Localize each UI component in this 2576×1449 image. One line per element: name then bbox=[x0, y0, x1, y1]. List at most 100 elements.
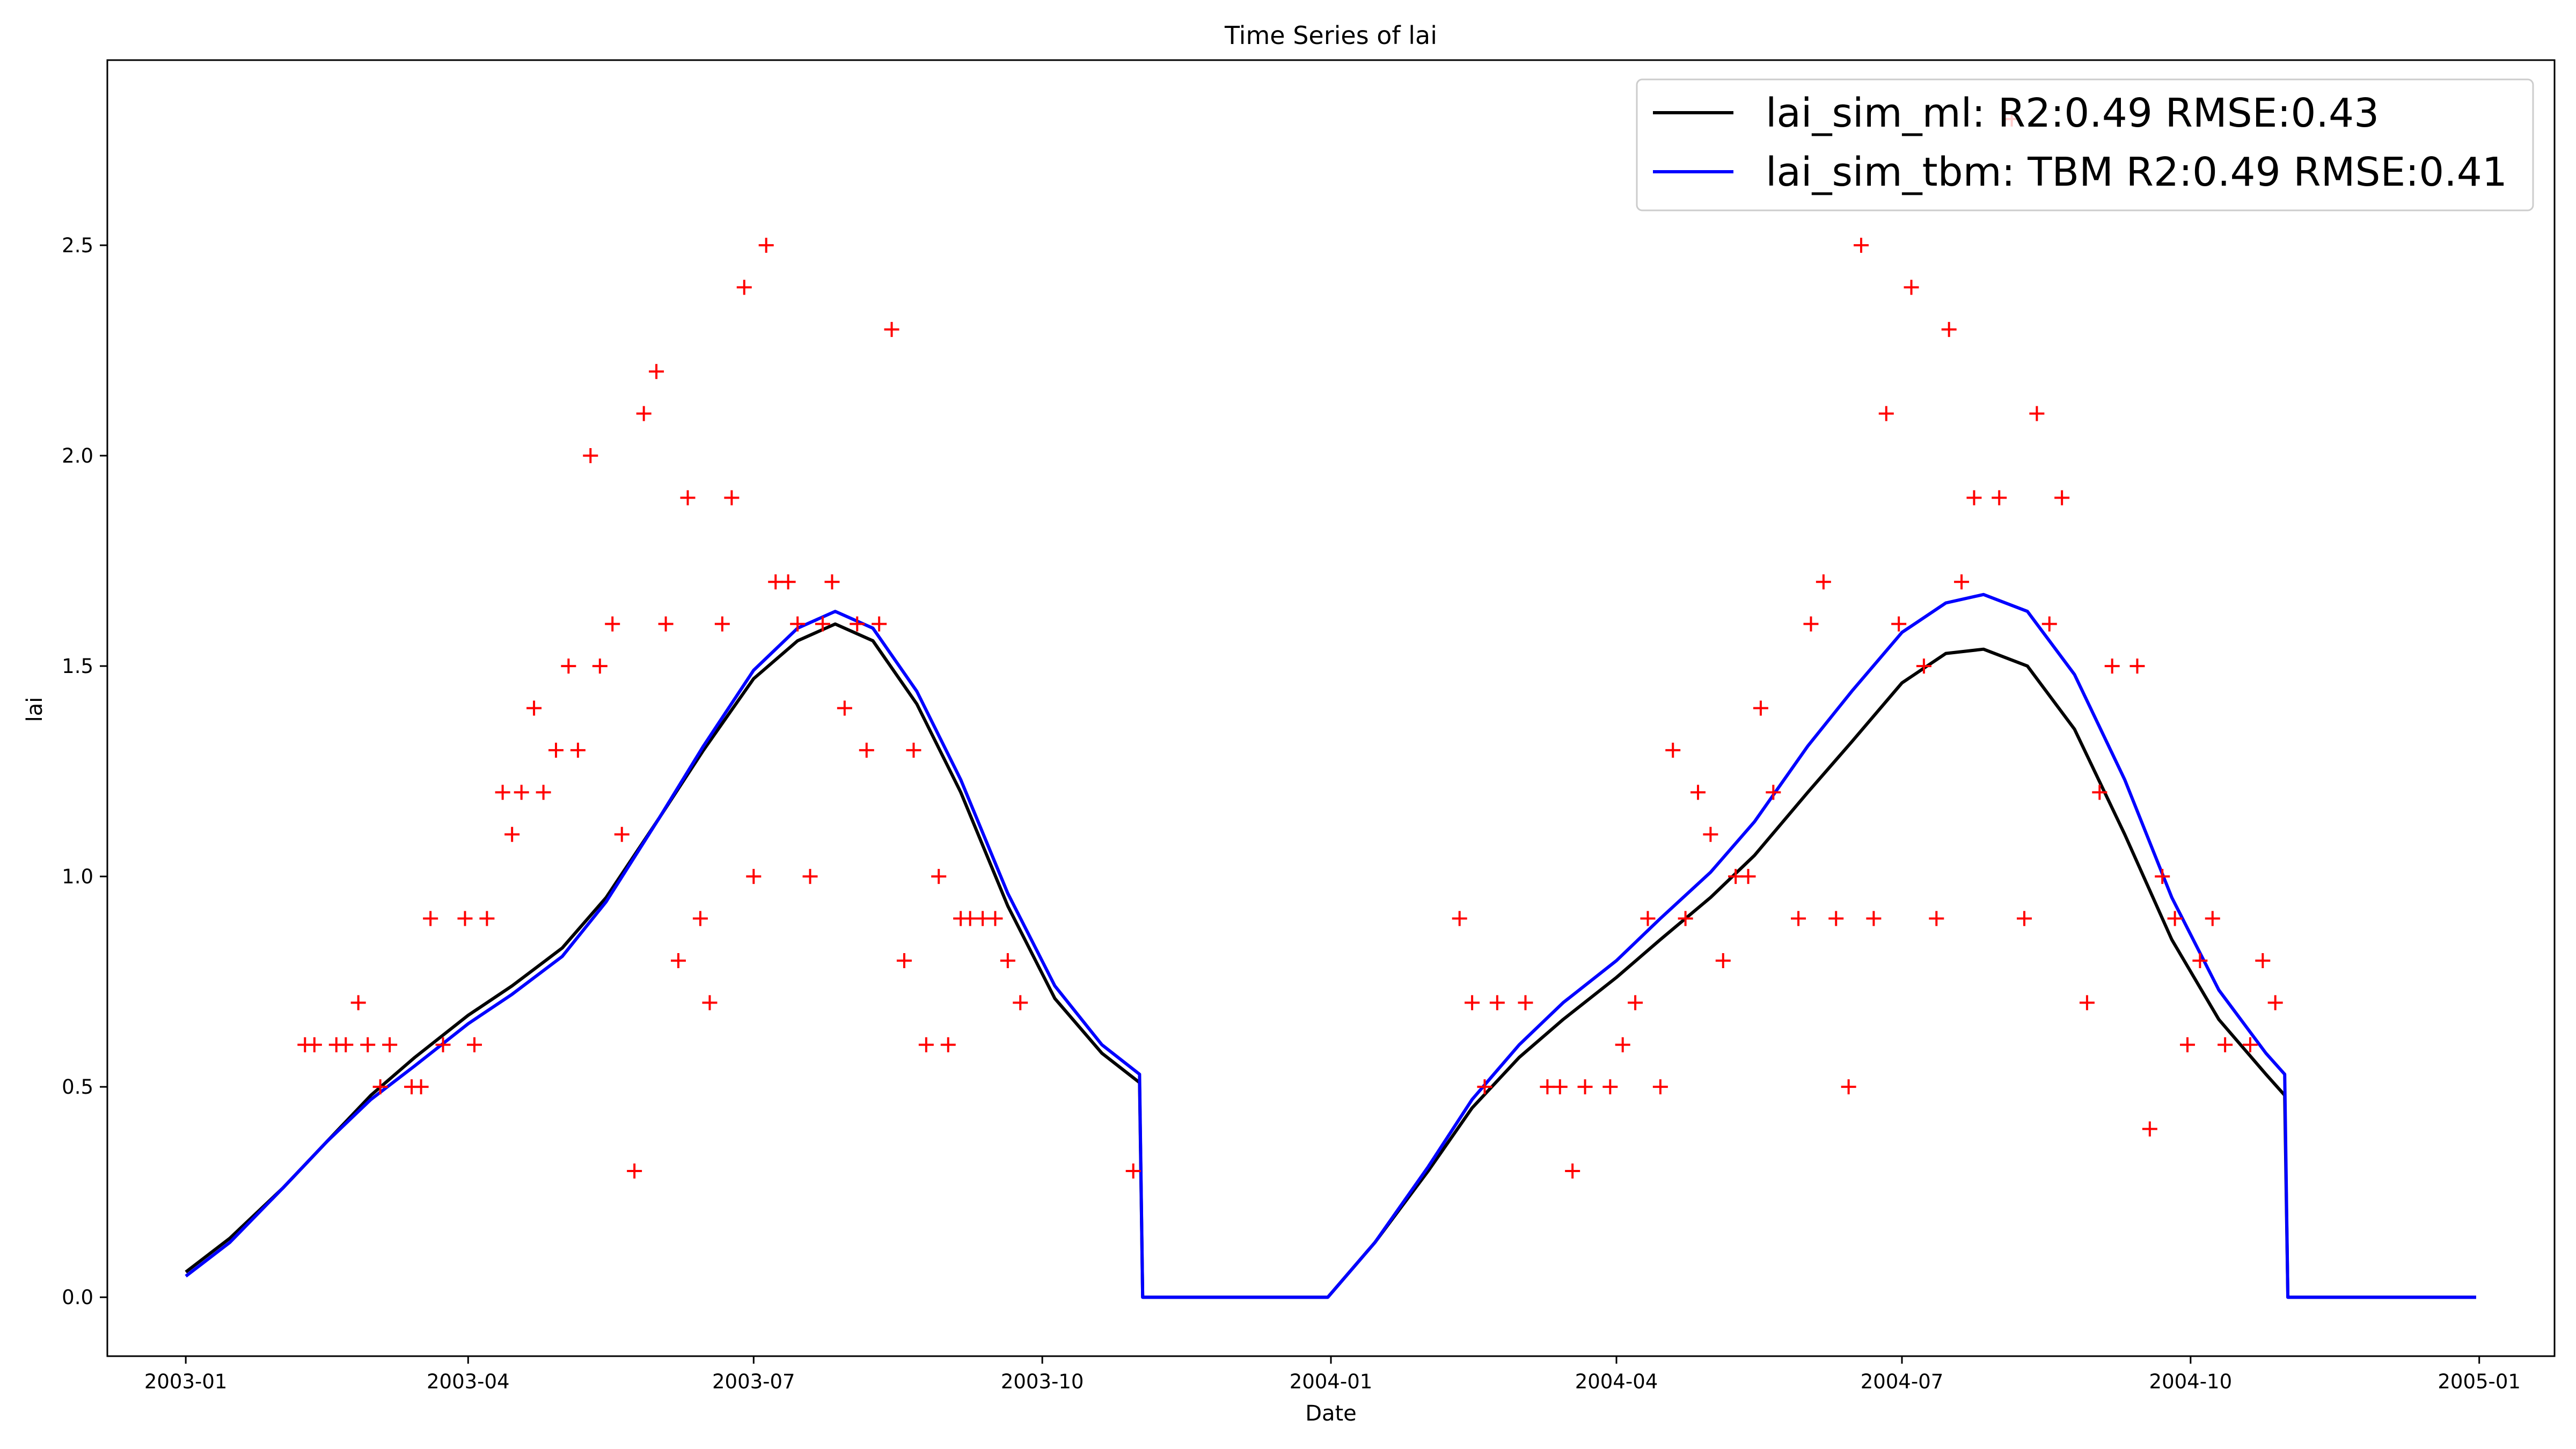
legend-label: lai_sim_tbm: TBM R2:0.49 RMSE:0.41 bbox=[1766, 149, 2507, 195]
scatter-point bbox=[2092, 785, 2107, 800]
legend-label: lai_sim_ml: R2:0.49 RMSE:0.43 bbox=[1766, 90, 2379, 136]
scatter-point bbox=[614, 826, 630, 842]
scatter-point bbox=[1452, 911, 1467, 926]
scatter-point bbox=[1992, 490, 2007, 506]
legend-box bbox=[1636, 78, 2534, 211]
y-tick-label: 1.5 bbox=[62, 655, 93, 678]
scatter-point bbox=[962, 911, 978, 926]
scatter-point bbox=[1929, 911, 1944, 926]
scatter-point bbox=[583, 448, 598, 464]
x-tick-label: 2004-07 bbox=[1861, 1370, 1944, 1393]
scatter-point bbox=[837, 700, 852, 716]
x-tick-label: 2003-10 bbox=[1001, 1370, 1084, 1393]
scatter-point bbox=[1652, 1079, 1668, 1095]
scatter-point bbox=[1854, 238, 1869, 253]
scatter-point bbox=[382, 1037, 398, 1052]
scatter-point bbox=[1904, 280, 1919, 295]
scatter-point bbox=[872, 616, 887, 632]
scatter-point bbox=[884, 321, 899, 337]
scatter-point bbox=[1816, 574, 1831, 590]
scatter-point bbox=[671, 953, 686, 968]
scatter-point bbox=[2104, 658, 2120, 674]
scatter-point bbox=[758, 238, 774, 253]
scatter-point bbox=[790, 616, 806, 632]
x-tick-label: 2003-01 bbox=[144, 1370, 228, 1393]
scatter-point bbox=[457, 911, 473, 926]
scatter-point bbox=[495, 785, 510, 800]
scatter-point bbox=[1640, 911, 1656, 926]
scatter-point bbox=[1489, 995, 1505, 1011]
scatter-point bbox=[360, 1037, 376, 1052]
scatter-point bbox=[918, 1037, 934, 1052]
chart-title: Time Series of lai bbox=[1224, 21, 1437, 50]
scatter-point bbox=[680, 490, 696, 506]
scatter-point bbox=[1753, 700, 1768, 716]
scatter-markers bbox=[297, 111, 2283, 1179]
scatter-point bbox=[931, 869, 947, 884]
scatter-point bbox=[906, 742, 921, 758]
scatter-point bbox=[1828, 911, 1844, 926]
scatter-point bbox=[1891, 616, 1907, 632]
scatter-point bbox=[514, 785, 529, 800]
scatter-point bbox=[548, 742, 564, 758]
scatter-point bbox=[1916, 658, 1931, 674]
scatter-point bbox=[1715, 953, 1731, 968]
scatter-point bbox=[2079, 995, 2095, 1011]
plot-area bbox=[185, 111, 2476, 1299]
scatter-point bbox=[1841, 1079, 1856, 1095]
scatter-point bbox=[1791, 911, 1806, 926]
series-line-1 bbox=[185, 592, 2476, 1299]
x-tick-label: 2004-10 bbox=[2149, 1370, 2233, 1393]
scatter-point bbox=[372, 1079, 388, 1095]
scatter-point bbox=[1954, 574, 1970, 590]
scatter-point bbox=[714, 616, 730, 632]
y-tick-label: 0.5 bbox=[62, 1075, 93, 1099]
scatter-point bbox=[1552, 1079, 1568, 1095]
scatter-point bbox=[561, 658, 576, 674]
scatter-point bbox=[467, 1037, 482, 1052]
x-tick-label: 2003-04 bbox=[427, 1370, 510, 1393]
scatter-point bbox=[1966, 490, 1982, 506]
scatter-point bbox=[1728, 869, 1744, 884]
scatter-point bbox=[1690, 785, 1706, 800]
scatter-point bbox=[1518, 995, 1533, 1011]
legend: lai_sim_ml: R2:0.49 RMSE:0.43 lai_sim_tbm… bbox=[1636, 78, 2534, 211]
scatter-point bbox=[2017, 911, 2032, 926]
scatter-point bbox=[780, 574, 796, 590]
scatter-point bbox=[2029, 406, 2045, 421]
scatter-point bbox=[423, 911, 438, 926]
scatter-point bbox=[2129, 658, 2145, 674]
scatter-point bbox=[736, 280, 752, 295]
x-tick-label: 2004-01 bbox=[1290, 1370, 1373, 1393]
scatter-point bbox=[350, 995, 366, 1011]
scatter-point bbox=[658, 616, 674, 632]
y-axis-title: lai bbox=[23, 697, 47, 722]
scatter-point bbox=[746, 869, 762, 884]
scatter-point bbox=[504, 826, 520, 842]
scatter-point bbox=[2167, 911, 2183, 926]
scatter-point bbox=[1615, 1037, 1630, 1052]
x-tick-label: 2003-07 bbox=[712, 1370, 795, 1393]
scatter-point bbox=[2267, 995, 2283, 1011]
scatter-point bbox=[940, 1037, 956, 1052]
scatter-point bbox=[2218, 1037, 2233, 1052]
scatter-point bbox=[692, 911, 708, 926]
scatter-point bbox=[1803, 616, 1819, 632]
scatter-point bbox=[649, 364, 664, 379]
scatter-point bbox=[2155, 869, 2170, 884]
x-tick-label: 2005-01 bbox=[2438, 1370, 2521, 1393]
scatter-point bbox=[636, 406, 652, 421]
scatter-point bbox=[570, 742, 586, 758]
axes: 2003-01 2003-04 2003-07 2003-10 2004-01 2004-… bbox=[62, 234, 2521, 1393]
scatter-point bbox=[2192, 953, 2208, 968]
scatter-point bbox=[413, 1079, 429, 1095]
scatter-point bbox=[1703, 826, 1718, 842]
scatter-point bbox=[1013, 995, 1028, 1011]
scatter-point bbox=[435, 1037, 451, 1052]
scatter-point bbox=[479, 911, 495, 926]
x-tick-label: 2004-04 bbox=[1575, 1370, 1658, 1393]
scatter-point bbox=[526, 700, 542, 716]
